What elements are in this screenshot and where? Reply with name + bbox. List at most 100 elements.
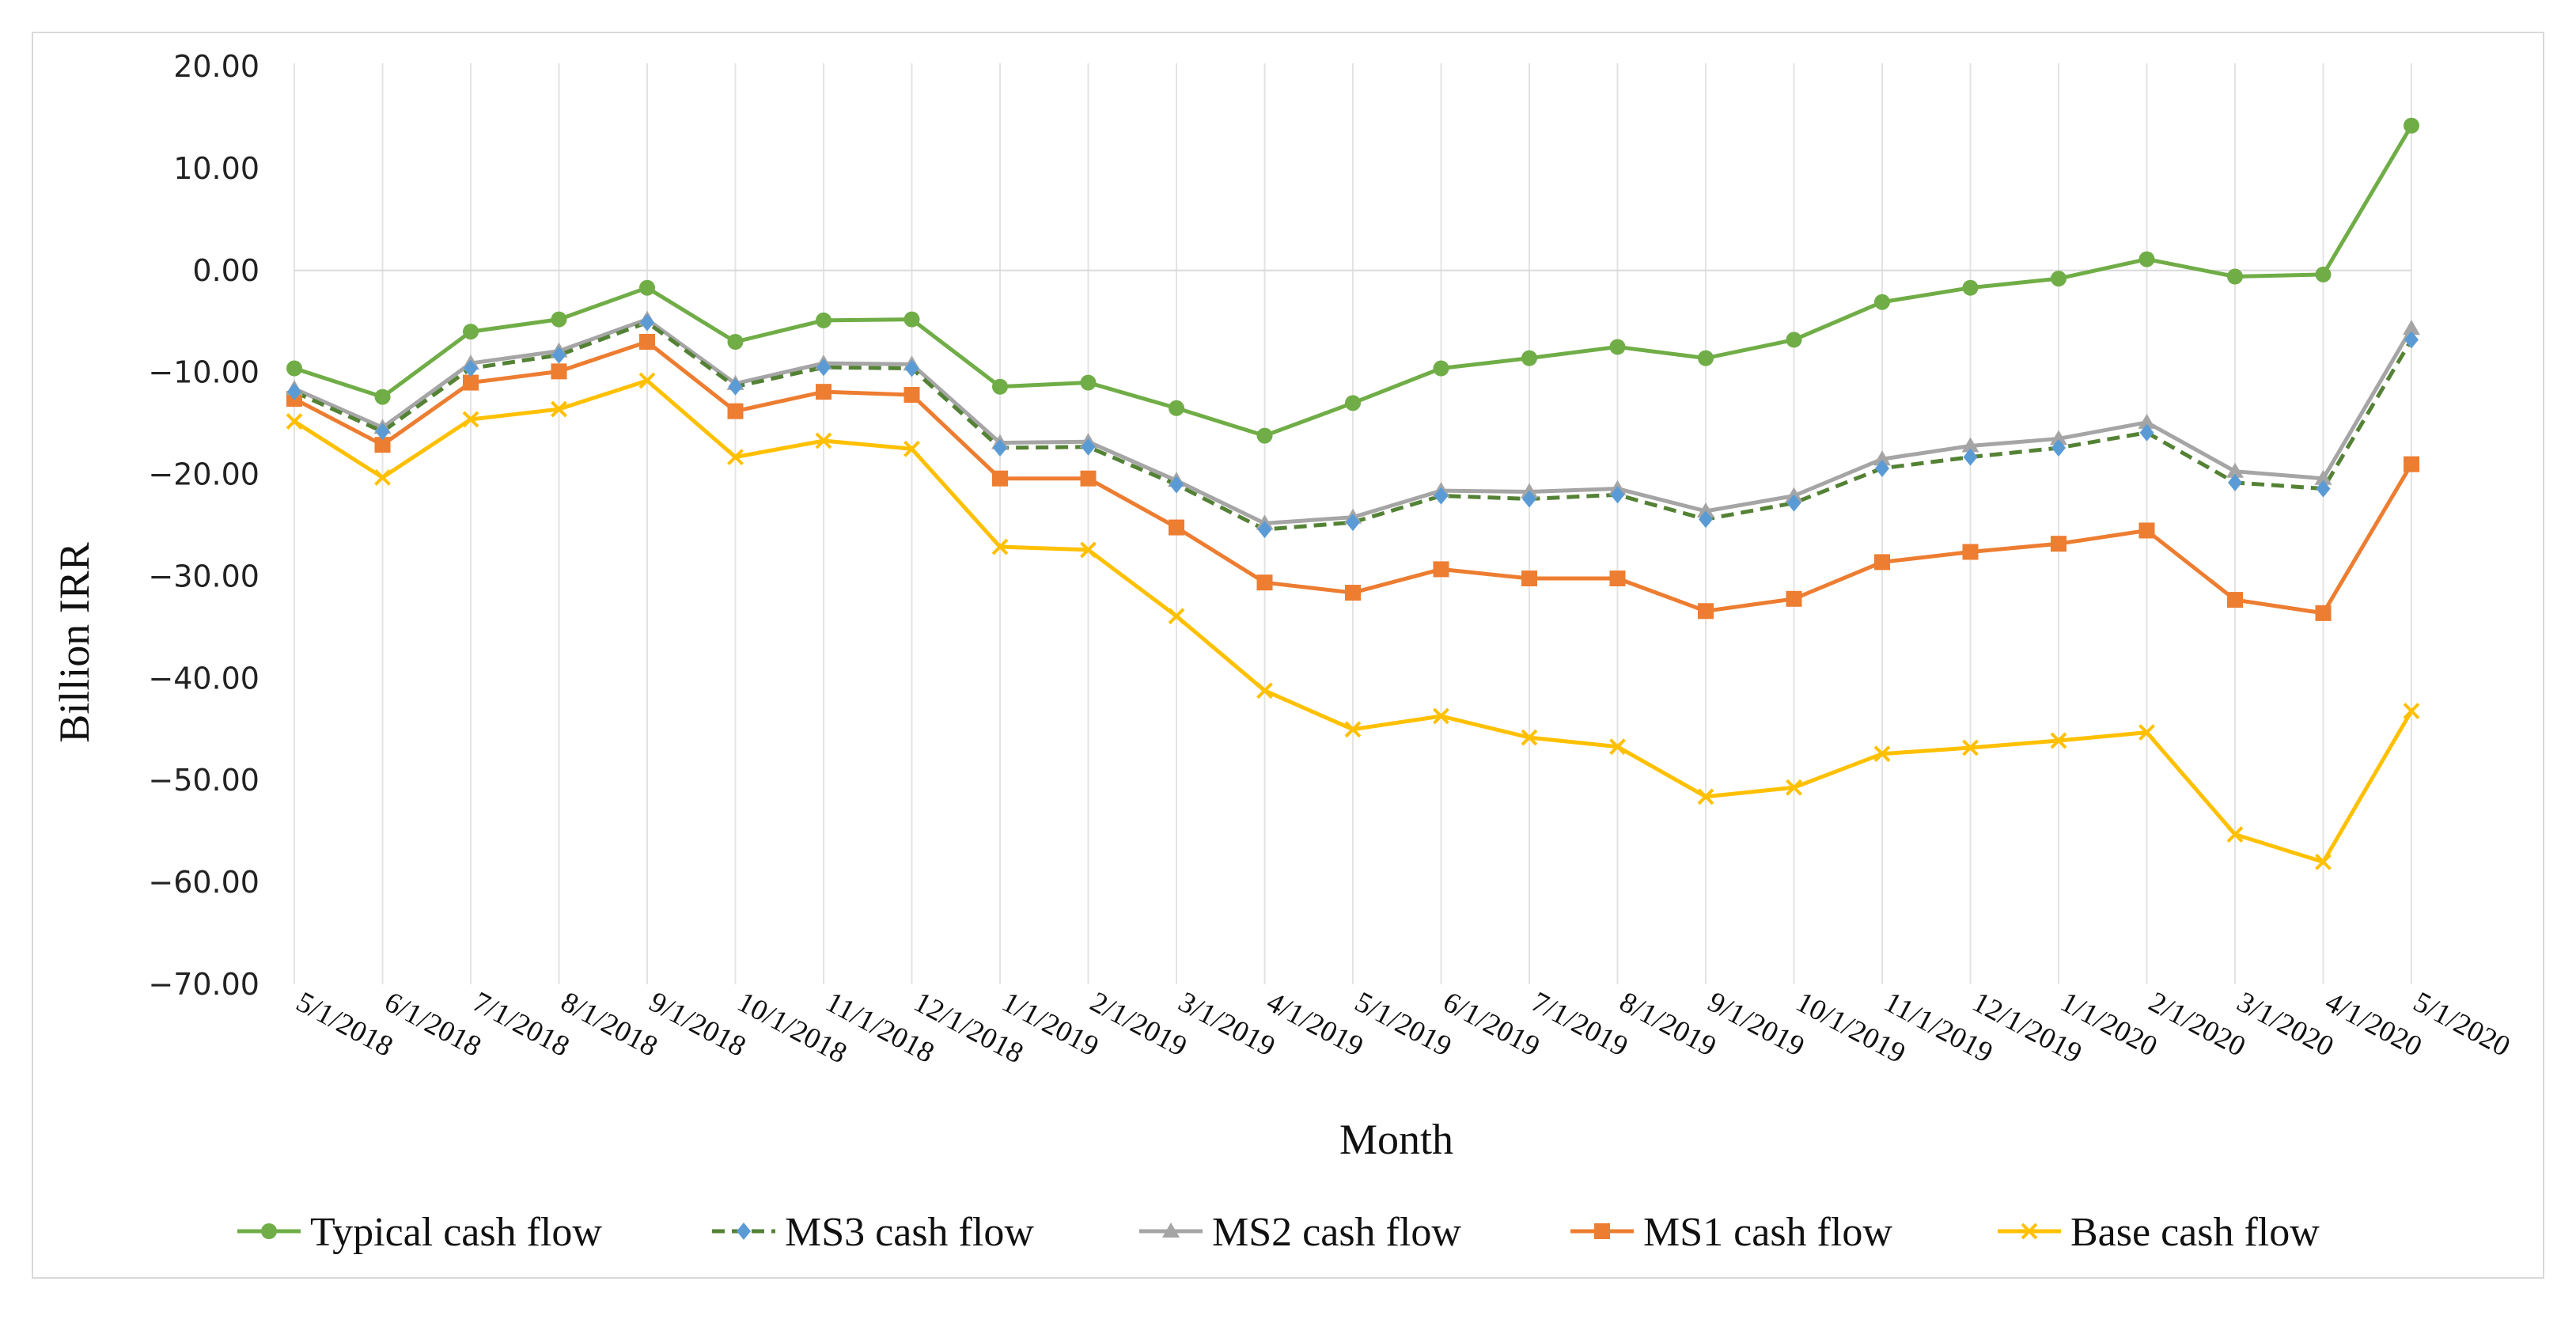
data-point-ms3-cash-flow [1522,490,1536,508]
data-point-base-cash-flow [1168,608,1185,625]
x-tick-label: 2/1/2019 [1085,986,1191,1063]
data-point-ms1-cash-flow [727,403,744,419]
data-point-ms3-cash-flow [728,377,743,396]
data-point-typical-cash-flow [727,334,744,350]
data-point-ms1-cash-flow [1962,544,1979,560]
data-point-base-cash-flow [1080,541,1097,559]
legend-item-ms1-cash-flow: MS1 cash flow [1570,1210,1892,1255]
data-point-typical-cash-flow [903,311,920,328]
data-point-typical-cash-flow [2404,117,2419,134]
data-point-base-cash-flow [1256,682,1273,699]
data-point-ms2-cash-flow [1697,502,1714,517]
data-point-ms3-cash-flow [904,359,919,377]
x-tick-label: 3/1/2019 [1173,986,1280,1063]
y-tick-label: 20.00 [173,49,259,84]
data-point-base-cash-flow [2050,732,2067,749]
data-point-base-cash-flow [286,413,303,430]
x-tick-label: 4/1/2019 [1261,986,1368,1063]
data-point-base-cash-flow [991,538,1009,555]
data-point-ms1-cash-flow [1609,571,1626,587]
series-markers-ms1-cash-flow [286,334,2419,621]
data-point-ms1-cash-flow [551,363,567,380]
data-point-ms1-cash-flow [1433,561,1449,578]
data-point-typical-cash-flow [1521,350,1537,366]
data-point-ms3-cash-flow [816,358,831,377]
legend-swatch-marker [1594,1223,1610,1239]
x-tick-label: 9/1/2019 [1703,986,1809,1063]
data-point-ms3-cash-flow [1699,510,1713,529]
x-tick-label: 4/1/2020 [2320,986,2426,1063]
data-point-ms1-cash-flow [463,374,479,391]
data-point-ms2-cash-flow [2138,413,2156,429]
data-point-typical-cash-flow [2138,251,2155,267]
gridlines [294,63,2412,984]
data-point-base-cash-flow [1786,779,1802,796]
data-point-ms2-cash-flow [2050,430,2067,445]
legend-item-typical-cash-flow: Typical cash flow [237,1210,602,1255]
data-point-ms2-cash-flow [2314,469,2332,485]
data-point-typical-cash-flow [639,279,655,296]
x-tick-label: 6/1/2018 [379,986,486,1063]
data-point-typical-cash-flow [1169,400,1184,416]
x-tick-label: 7/1/2019 [1526,986,1633,1063]
legend: Typical cash flow MS3 cash flow MS2 cash f… [237,1210,2320,1255]
legend-label: Typical cash flow [310,1210,602,1255]
series-markers [286,117,2420,870]
data-point-typical-cash-flow [1962,279,1979,296]
data-point-ms1-cash-flow [2051,536,2066,552]
data-point-base-cash-flow [374,469,391,486]
data-point-base-cash-flow [2226,826,2244,843]
data-point-ms1-cash-flow [2315,605,2332,621]
data-point-ms1-cash-flow [1256,574,1273,591]
x-tick-label: 6/1/2019 [1438,986,1544,1063]
legend-item-ms2-cash-flow: MS2 cash flow [1139,1210,1461,1255]
data-point-ms1-cash-flow [639,334,655,350]
data-point-typical-cash-flow [463,324,479,340]
x-axis-tick-labels: 5/1/20186/1/20187/1/20188/1/20189/1/2018… [291,986,2515,1071]
series-markers-base-cash-flow [286,372,2420,870]
data-point-ms1-cash-flow [1698,603,1714,620]
x-tick-label: 5/1/2019 [1350,986,1457,1063]
data-point-ms1-cash-flow [1345,585,1361,601]
data-point-ms1-cash-flow [2138,522,2155,539]
data-point-ms3-cash-flow [640,313,654,332]
data-point-ms3-cash-flow [1346,514,1360,532]
data-point-base-cash-flow [1873,745,1891,763]
chart-frame [32,32,2544,1279]
data-point-ms3-cash-flow [1257,521,1272,539]
data-point-typical-cash-flow [1609,339,1626,355]
data-point-base-cash-flow [1433,707,1449,725]
data-point-ms1-cash-flow [903,387,920,404]
legend-swatch-marker [737,1223,751,1240]
data-point-typical-cash-flow [551,311,567,328]
y-tick-label: −30.00 [148,559,259,593]
legend-label: MS2 cash flow [1212,1210,1461,1255]
data-point-typical-cash-flow [1698,350,1714,366]
data-point-base-cash-flow [1697,788,1714,806]
data-point-ms3-cash-flow [375,423,390,441]
data-point-base-cash-flow [638,372,656,389]
series-markers-ms3-cash-flow [287,313,2419,539]
y-axis-title: Billion IRR [51,542,98,743]
y-tick-label: −20.00 [148,457,259,492]
x-tick-label: 5/1/2018 [291,986,398,1063]
data-point-typical-cash-flow [992,378,1008,395]
data-point-base-cash-flow [1609,738,1626,756]
data-point-ms3-cash-flow [1610,486,1625,504]
x-tick-label: 7/1/2018 [468,986,574,1063]
data-point-ms3-cash-flow [2228,473,2242,491]
data-point-ms1-cash-flow [2227,592,2243,608]
data-point-typical-cash-flow [1345,395,1361,411]
legend-label: Base cash flow [2070,1210,2320,1255]
legend-label: MS3 cash flow [785,1210,1034,1255]
data-point-base-cash-flow [727,449,744,466]
x-tick-label: 5/1/2020 [2408,986,2515,1063]
legend-swatch-marker [2021,1223,2038,1240]
data-point-base-cash-flow [903,440,920,457]
y-tick-label: −40.00 [148,661,259,696]
data-point-typical-cash-flow [1874,294,1890,310]
data-point-ms1-cash-flow [1786,590,1802,607]
data-point-typical-cash-flow [2051,271,2066,287]
data-point-base-cash-flow [1962,739,1979,756]
